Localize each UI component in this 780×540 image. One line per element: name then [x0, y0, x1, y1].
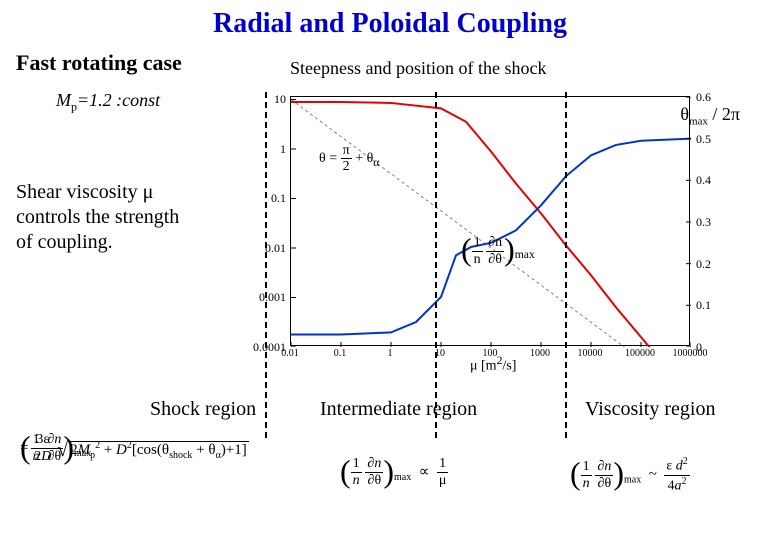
viscosity-equation: (1n ∂n∂θ)max ~ ε d24a2 [570, 456, 690, 494]
page-title: Radial and Poloidal Coupling [0, 0, 780, 40]
region-viscosity-label: Viscosity region [585, 398, 715, 421]
region-intermediate-label: Intermediate region [320, 398, 477, 421]
shear-text: Shear viscosity μcontrols the strengthof… [16, 180, 226, 255]
chart-svg [291, 97, 691, 347]
const-label: Mp=1.2 :const [56, 90, 160, 115]
intermediate-equation: (1n ∂n∂θ)max ∝ 1μ [340, 456, 448, 489]
chart: θ = π2 + θα (1n ∂n∂θ)max μ [m2/s] 0.0001… [240, 86, 750, 376]
inset-formula-theta: θ = π2 + θα [319, 143, 379, 175]
shock-equation: = 3ε2D 2Mp2 + D2[cos(θshock + θα)+1] [20, 432, 249, 465]
theta-max-label: θmax / 2π [680, 104, 740, 128]
equation-row: (1n ∂n∂θ)max = 3ε2D 2Mp2 + D2[cos(θshock… [0, 432, 780, 532]
chart-axes: θ = π2 + θα (1n ∂n∂θ)max [290, 96, 690, 346]
subtitle: Fast rotating case [16, 50, 182, 76]
chart-caption: Steepness and position of the shock [290, 58, 546, 79]
region-shock-label: Shock region [150, 398, 256, 421]
inset-formula-deriv: (1n ∂n∂θ)max [461, 235, 535, 267]
